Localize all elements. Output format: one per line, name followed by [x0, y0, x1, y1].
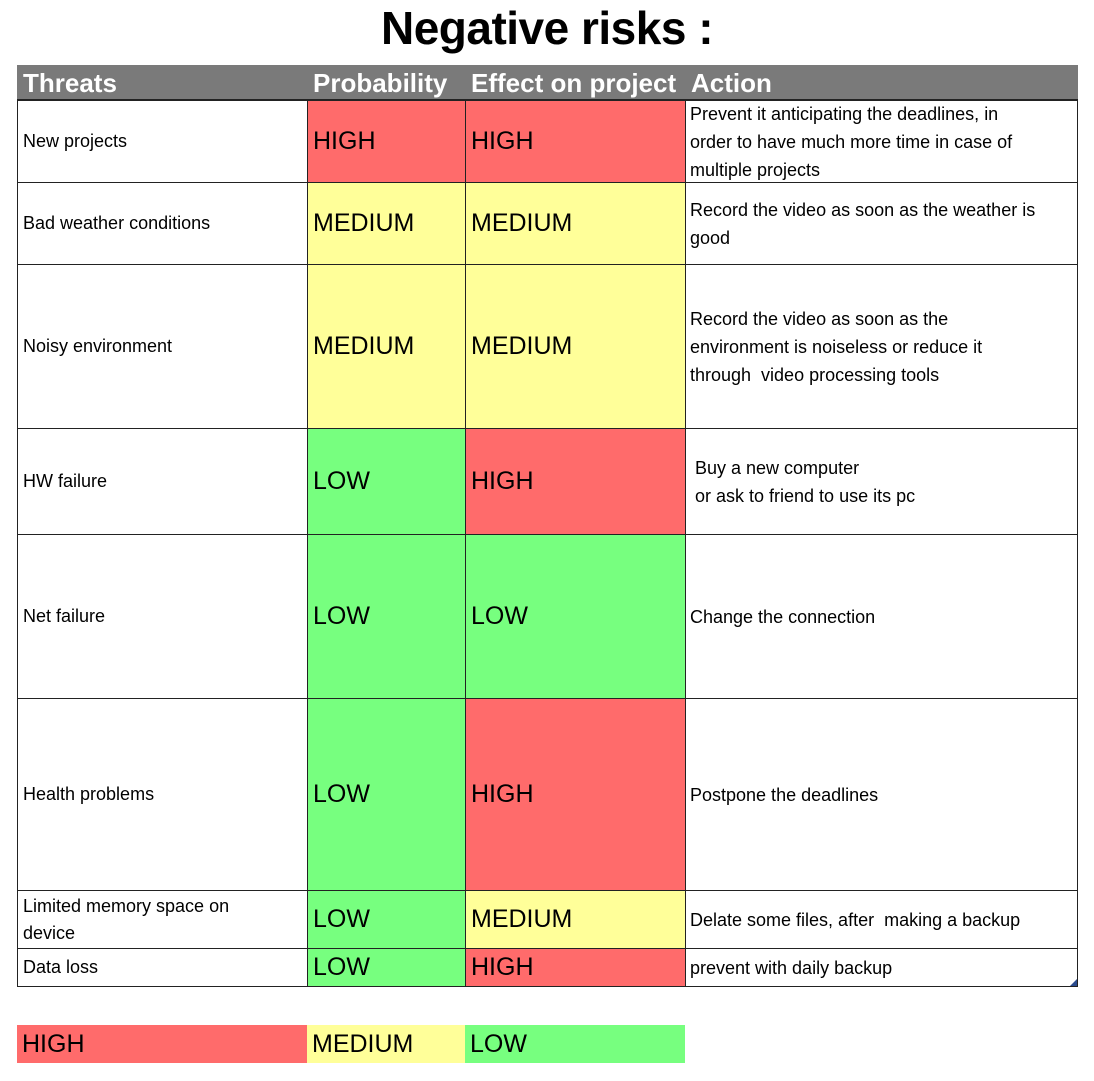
threat-text: Limited memory space on [23, 895, 230, 916]
threat-text: Health problems [23, 784, 155, 804]
probability-cell: LOW [307, 891, 465, 948]
threat-cell: HW failure [17, 429, 307, 534]
header-effect: Effect on project [471, 67, 677, 98]
legend-low: LOW [465, 1025, 685, 1063]
action-text: Delate some files, after making a backup [690, 909, 1021, 930]
threat-cell: Noisy environment [17, 265, 307, 428]
action-cell: Record the video as soon as the weather … [685, 183, 1078, 264]
action-text: environment is noiseless or reduce it [690, 336, 983, 357]
table-row: New projects HIGH HIGH Prevent it anticipat… [17, 101, 1078, 183]
threat-cell: Limited memory space on device [17, 891, 307, 948]
threat-cell: Net failure [17, 535, 307, 698]
action-text: or ask to friend to use its pc [695, 485, 916, 506]
action-text: multiple projects [690, 159, 821, 180]
action-text: through video processing tools [690, 364, 940, 385]
risk-table: Threats Probability Effect on project Ac… [17, 65, 1078, 987]
action-text: Record the video as soon as the weather … [690, 199, 1036, 220]
action-text: good [690, 227, 731, 248]
probability-cell: MEDIUM [307, 265, 465, 428]
table-row: Bad weather conditions MEDIUM MEDIUM Record… [17, 183, 1078, 265]
header-probability: Probability [313, 67, 448, 98]
threat-cell: Health problems [17, 699, 307, 890]
legend-high: HIGH [17, 1025, 307, 1063]
effect-cell: MEDIUM [465, 891, 685, 948]
effect-cell: MEDIUM [465, 183, 685, 264]
threat-text: Noisy environment [23, 336, 173, 356]
table-header-row: Threats Probability Effect on project Ac… [17, 65, 1078, 101]
header-threats: Threats [23, 67, 117, 98]
action-cell: Record the video as soon as the environme… [685, 265, 1078, 428]
probability-cell: LOW [307, 535, 465, 698]
threat-cell: Data loss [17, 949, 307, 986]
action-cell: prevent with daily backup [685, 949, 1078, 986]
table-row: Noisy environment MEDIUM MEDIUM Record the … [17, 265, 1078, 429]
action-cell: Delate some files, after making a backup [685, 891, 1078, 948]
page-title: Negative risks : [380, 2, 714, 54]
threat-text: HW failure [23, 471, 108, 491]
table-row: Limited memory space on device LOW MEDIUM De… [17, 891, 1078, 949]
threat-cell: Bad weather conditions [17, 183, 307, 264]
effect-cell: HIGH [465, 429, 685, 534]
probability-cell: HIGH [307, 101, 465, 182]
action-text: prevent with daily backup [690, 957, 893, 978]
probability-cell: LOW [307, 699, 465, 890]
action-text: Postpone the deadlines [690, 784, 879, 805]
table-row: HW failure LOW HIGH Buy a new computer or as… [17, 429, 1078, 535]
threat-text: New projects [23, 131, 128, 151]
action-cell: Postpone the deadlines [685, 699, 1078, 890]
probability-cell: LOW [307, 429, 465, 534]
action-text: Record the video as soon as the [690, 308, 949, 329]
action-text: Change the connection [690, 606, 876, 627]
threat-text: Bad weather conditions [23, 213, 211, 233]
action-text: order to have much more time in case of [690, 131, 1013, 152]
threat-text: Net failure [23, 606, 106, 626]
probability-cell: LOW [307, 949, 465, 986]
action-text: Buy a new computer [695, 457, 860, 478]
threat-text: device [23, 922, 76, 943]
action-cell: Buy a new computer or ask to friend to us… [685, 429, 1078, 534]
header-action: Action [691, 67, 772, 98]
table-row: Data loss LOW HIGH prevent with daily backu… [17, 949, 1078, 987]
legend: HIGH MEDIUM LOW [17, 1025, 685, 1063]
action-cell: Change the connection [685, 535, 1078, 698]
effect-cell: HIGH [465, 101, 685, 182]
effect-cell: LOW [465, 535, 685, 698]
threat-cell: New projects [17, 101, 307, 182]
effect-cell: HIGH [465, 949, 685, 986]
effect-cell: HIGH [465, 699, 685, 890]
action-text: Prevent it anticipating the deadlines, i… [690, 103, 999, 124]
threat-text: Data loss [23, 957, 99, 977]
legend-medium: MEDIUM [307, 1025, 465, 1063]
probability-cell: MEDIUM [307, 183, 465, 264]
table-row: Health problems LOW HIGH Postpone the deadl… [17, 699, 1078, 891]
table-row: Net failure LOW LOW Change the connection [17, 535, 1078, 699]
action-cell: Prevent it anticipating the deadlines, i… [685, 101, 1078, 182]
cell-resize-handle-icon [1070, 979, 1077, 986]
effect-cell: MEDIUM [465, 265, 685, 428]
